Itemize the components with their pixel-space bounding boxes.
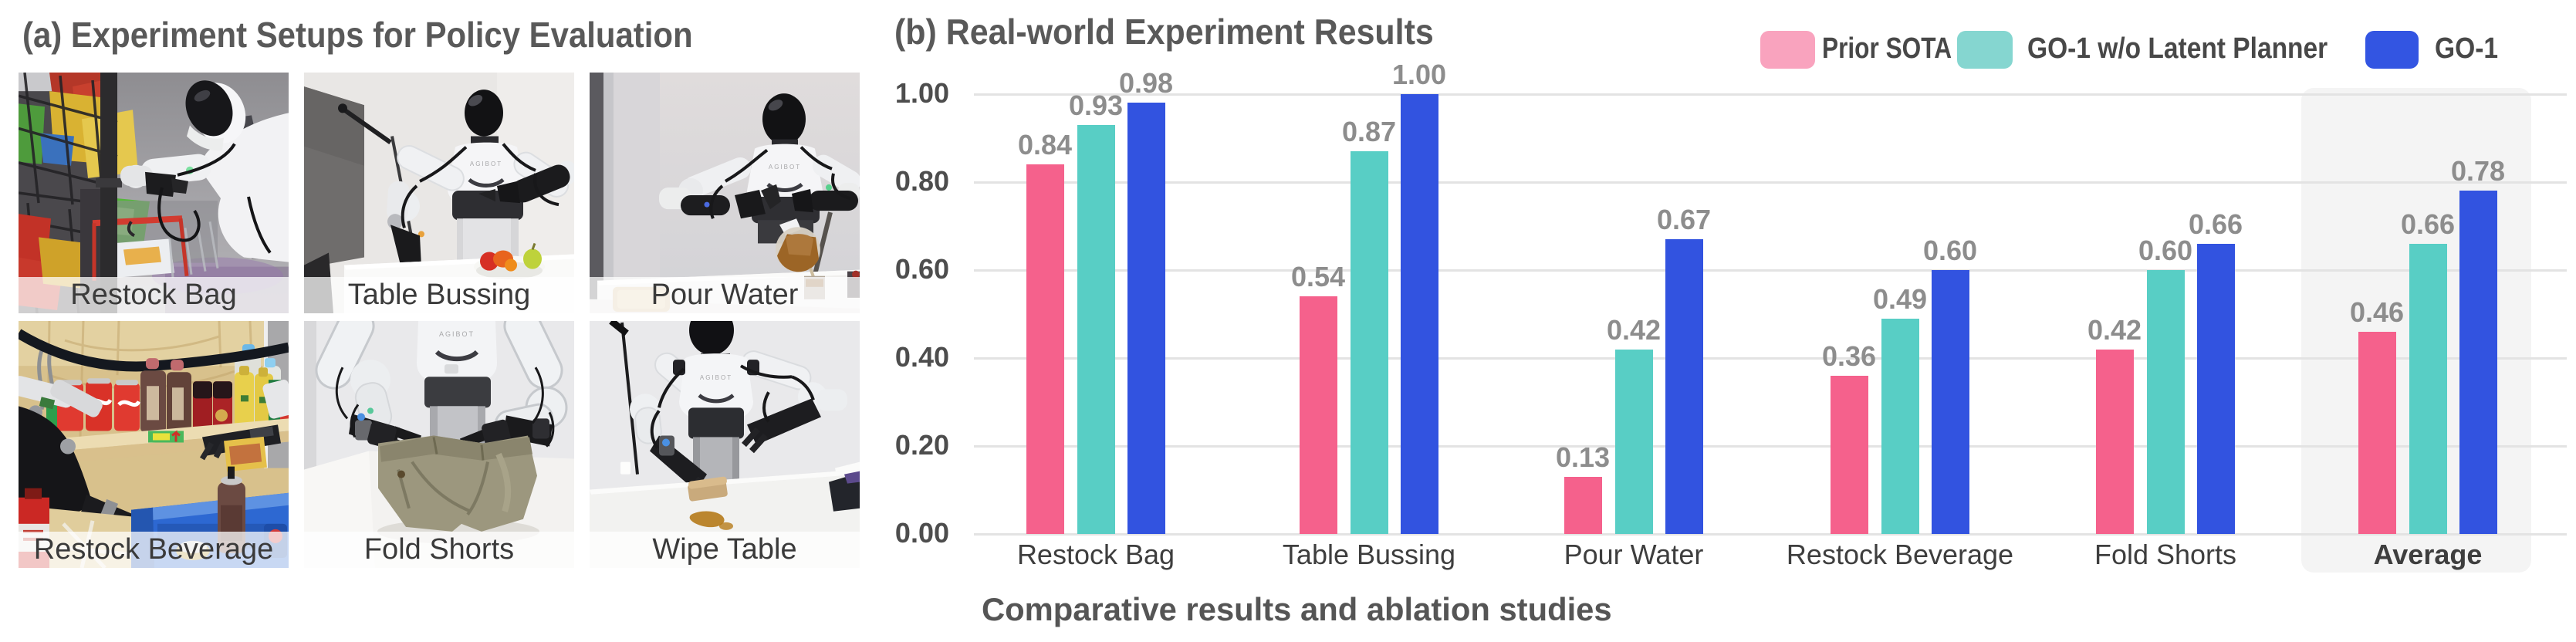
svg-text:AGIBOT: AGIBOT [769,164,801,171]
svg-text:AGIBOT: AGIBOT [470,160,502,167]
svg-text:AGIBOT: AGIBOT [700,374,732,381]
svg-text:AGIBOT: AGIBOT [439,330,475,338]
